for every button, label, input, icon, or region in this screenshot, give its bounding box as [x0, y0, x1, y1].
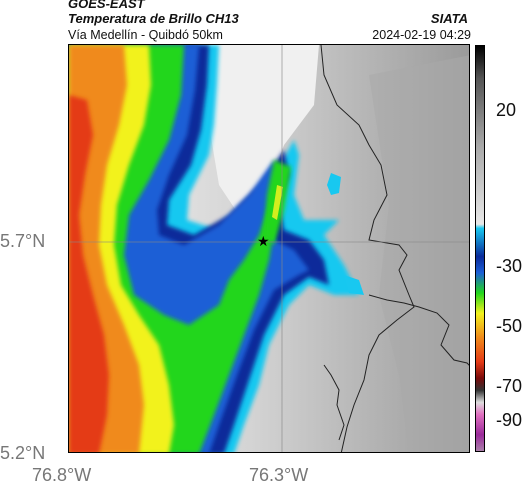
cyan-island-2 [344, 275, 364, 295]
colorbar-tick-minus50: -50 [496, 316, 523, 336]
border-line-2 [323, 364, 345, 441]
colorbar-tick-minus70: -70 [496, 376, 523, 396]
map-title-line2: Temperatura de Brillo CH13 [68, 11, 239, 26]
brightness-temperature-field: ★ [69, 45, 469, 452]
star-marker: ★ [257, 234, 270, 250]
satellite-map[interactable]: ★ [68, 44, 470, 453]
map-title-line1: GOES-EAST [68, 0, 145, 11]
map-subtitle: Vía Medellín - Quibdó 50km [68, 28, 223, 42]
colorbar-tick-minus30: -30 [496, 256, 523, 276]
lon-label-76-8: 76.8°W [32, 465, 92, 485]
colorbar-tick-20: 20 [496, 100, 517, 120]
cyan-island [327, 173, 341, 195]
lon-label-76-3: 76.3°W [249, 465, 309, 485]
timestamp-label: 2024-02-19 04:29 [372, 28, 471, 42]
colorbar-tick-minus90: -90 [496, 410, 523, 430]
border-line [368, 294, 469, 366]
lat-label-5-7: 5.7°N [0, 231, 46, 251]
light-surface-patch [209, 45, 319, 215]
organization-label: SIATA [430, 11, 468, 26]
coastline [320, 45, 415, 452]
lat-label-5-2: 5.2°N [0, 443, 46, 463]
temperature-colorbar [475, 45, 485, 452]
inner-yellow-core [272, 185, 283, 220]
gray-surface-patch [369, 55, 469, 452]
red-cloud-band [69, 95, 109, 452]
